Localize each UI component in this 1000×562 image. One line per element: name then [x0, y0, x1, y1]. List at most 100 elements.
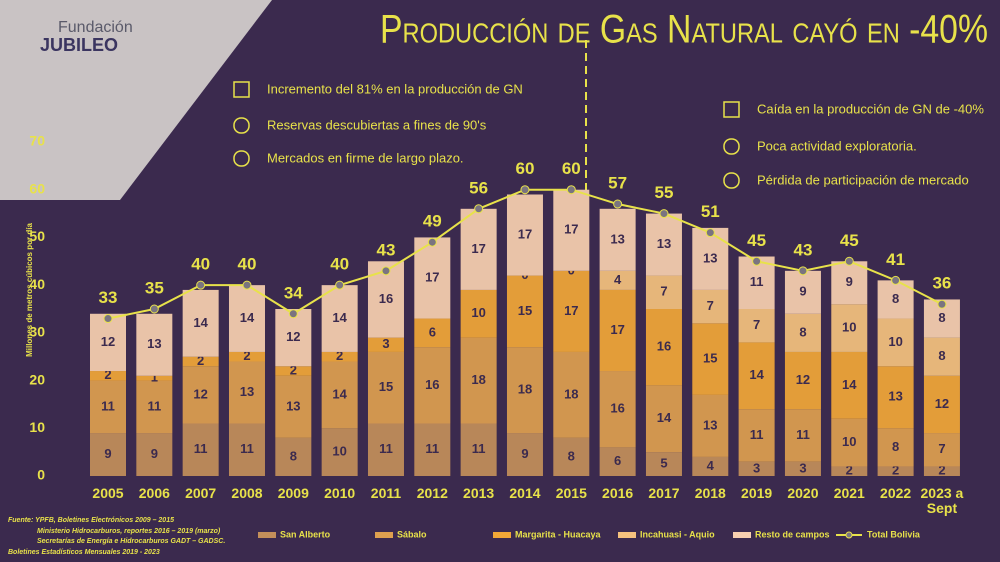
bar-segment: [923, 466, 960, 476]
total-marker: [798, 266, 808, 276]
segment-label: 5: [660, 456, 667, 471]
segment-label: 8: [568, 448, 575, 463]
x-tick-label-box: 2006: [139, 486, 170, 501]
total-label: 60: [562, 159, 581, 178]
segment-label: 11: [796, 427, 810, 442]
x-tick-label-box: 2020: [787, 486, 819, 501]
x-tick-label: 2008: [231, 486, 263, 501]
legend-swatch: [733, 532, 751, 538]
bar-segment: [831, 351, 868, 419]
legend-label: Resto de campos: [755, 529, 830, 539]
segment-label: 14: [332, 310, 347, 325]
segment-label: 6: [614, 453, 621, 468]
annotation: Mercados en firme de largo plazo.: [267, 150, 464, 165]
x-tick-label-box: 2023 a Sept: [920, 486, 964, 516]
segment-label: 10: [842, 320, 856, 335]
segment-label: 2: [336, 348, 343, 363]
annotation: Poca actividad exploratoria.: [757, 138, 917, 153]
x-tick-label: 2009: [277, 486, 309, 501]
segment-label: 8: [892, 439, 899, 454]
x-tick-label-box: 2016: [602, 486, 633, 501]
bar-segment: [645, 452, 682, 476]
total-marker: [937, 299, 947, 309]
bar-segment: [877, 428, 914, 467]
corner-shape: [0, 0, 272, 200]
x-tick-label-box: 2012: [417, 486, 448, 501]
segment-label: 16: [425, 377, 439, 392]
total-label: 40: [238, 255, 257, 274]
y-tick-label: 40: [29, 276, 45, 292]
x-tick-label: 2007: [185, 486, 217, 501]
segment-label: 7: [753, 317, 760, 332]
x-tick-label-box: 2019: [741, 486, 772, 501]
total-label: 40: [330, 255, 349, 274]
segment-label: 16: [379, 291, 393, 306]
x-tick-label-box: 2022: [880, 486, 911, 501]
segment-label: 14: [240, 310, 255, 325]
segment-label: 14: [332, 386, 347, 401]
segment-label: 7: [938, 441, 945, 456]
y-tick-label: 10: [29, 419, 45, 435]
bar-segment: [321, 428, 358, 476]
bar-segment: [599, 270, 636, 290]
total-marker: [613, 199, 623, 209]
bar-segment: [877, 318, 914, 367]
segment-label: 2: [104, 367, 111, 382]
bar-segment: [831, 466, 868, 476]
bar-segment: [738, 409, 775, 462]
x-tick-label: 2020: [787, 486, 819, 501]
bar-segment: [460, 423, 497, 476]
bar-segment: [692, 289, 729, 324]
segment-label: 13: [610, 231, 624, 246]
segment-label: 10: [471, 305, 485, 320]
segment-label: 3: [799, 460, 806, 475]
segment-label: 11: [194, 441, 208, 456]
x-tick-label: 2011: [370, 486, 402, 501]
bar-segment: [321, 361, 358, 429]
segment-label: 2: [846, 463, 853, 478]
bar-segment: [923, 375, 960, 434]
segment-label: 9: [151, 446, 158, 461]
total-label: 60: [516, 159, 535, 178]
bar-segment: [553, 189, 590, 271]
annotation-icon: [723, 172, 740, 189]
y-tick-label: 70: [29, 133, 45, 149]
segment-label: 11: [750, 427, 764, 442]
bar-segment: [599, 447, 636, 476]
legend-swatch: [493, 532, 511, 538]
bar-segment: [599, 289, 636, 372]
y-tick-label: 50: [29, 228, 45, 244]
bar-segment: [506, 433, 543, 476]
segment-label: 11: [425, 441, 439, 456]
bar-segment: [136, 433, 173, 476]
x-tick-label-box: 2014: [509, 486, 540, 501]
x-tick-label: 2015: [555, 486, 587, 501]
segment-label: 11: [101, 398, 115, 413]
x-tick-label: 2023 a Sept: [920, 486, 964, 516]
segment-label: 17: [425, 269, 439, 284]
segment-label: 7: [660, 284, 667, 299]
bar-segment: [321, 351, 358, 362]
segment-label: 12: [193, 386, 207, 401]
bar-segment: [182, 356, 219, 367]
segment-label: 11: [240, 441, 254, 456]
total-label: 34: [284, 283, 303, 302]
bar-segment: [275, 366, 312, 376]
segment-label: 8: [938, 348, 945, 363]
segment-label: 2: [243, 348, 250, 363]
segment-label: 15: [379, 379, 393, 394]
bar-segment: [367, 351, 404, 424]
total-marker: [427, 237, 437, 247]
segment-label: 4: [614, 272, 622, 287]
legend-marker: [845, 531, 853, 539]
total-marker: [335, 280, 345, 290]
bar-segment: [460, 337, 497, 424]
annotation: Incremento del 81% en la producción de G…: [267, 81, 523, 96]
segment-label: 2: [892, 463, 899, 478]
bar-segment: [90, 380, 126, 434]
bar-segment: [136, 380, 173, 434]
bar-segment: [784, 313, 821, 352]
x-tick-label-box: 2008: [231, 486, 263, 501]
legend-label: Sábalo: [397, 529, 427, 539]
total-label: 33: [99, 288, 118, 307]
